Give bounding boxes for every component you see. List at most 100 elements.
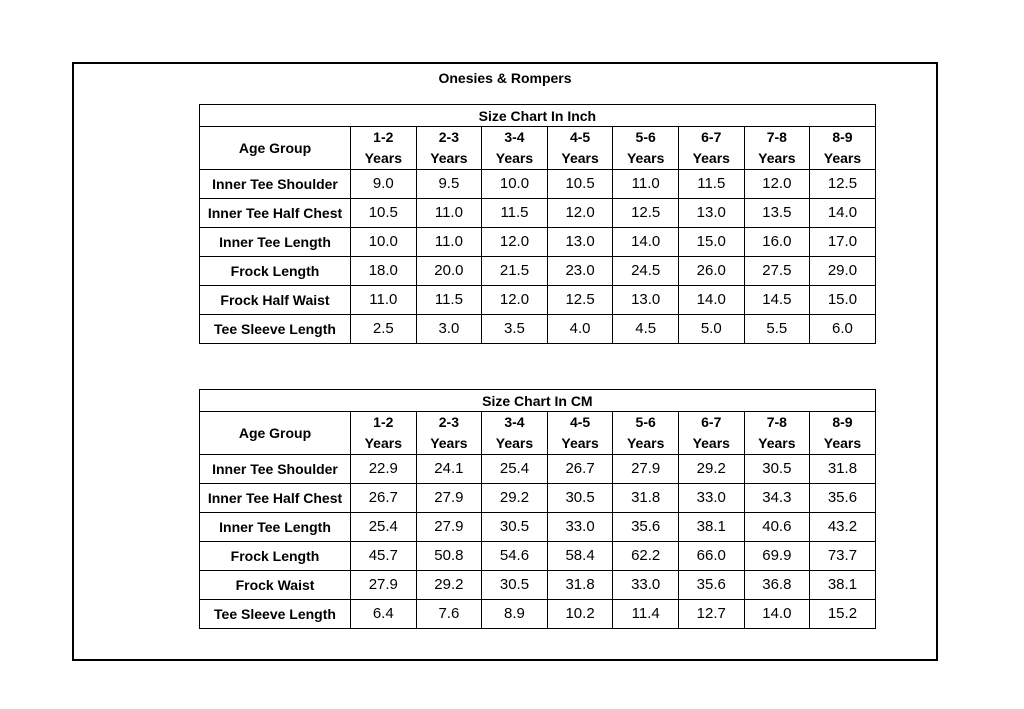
measurement-value: 11.4 <box>612 599 679 629</box>
measurement-value: 11.5 <box>481 198 548 228</box>
age-range: 1-2 <box>373 414 394 430</box>
table-row: Frock Length 45.7 50.8 54.6 58.4 62.2 66.0 69.9… <box>199 541 876 571</box>
age-range: 2-3 <box>438 129 459 145</box>
measurement-value: 15.0 <box>677 227 745 257</box>
size-chart-cm-table: Size Chart In CM Age Group 1-2 Years 2-3 Year… <box>199 389 876 629</box>
measurement-value: 10.0 <box>350 227 417 257</box>
table-row: Inner Tee Half Chest 26.7 27.9 29.2 30.5 31.8… <box>199 483 876 513</box>
age-column-header: 7-8 Years <box>743 411 811 455</box>
age-column-header: 6-7 Years <box>677 126 745 170</box>
measurement-value: 31.8 <box>546 570 614 600</box>
age-range: 3-4 <box>504 414 525 430</box>
measurement-value: 9.5 <box>415 169 483 199</box>
measurement-value: 7.6 <box>415 599 483 629</box>
measurement-value: 16.0 <box>743 227 811 257</box>
measurement-value: 35.6 <box>677 570 745 600</box>
age-range: 8-9 <box>832 414 853 430</box>
measurement-value: 43.2 <box>809 512 876 542</box>
measurement-value: 33.0 <box>677 483 745 513</box>
measurement-value: 23.0 <box>546 256 614 286</box>
age-unit: Years <box>561 150 599 166</box>
measurement-value: 24.1 <box>415 454 483 484</box>
measurement-value: 29.2 <box>415 570 483 600</box>
size-chart-inch-table: Size Chart In Inch Age Group 1-2 Years 2-3 Ye… <box>199 104 876 344</box>
table-caption: Size Chart In CM <box>199 389 876 412</box>
measurement-label: Tee Sleeve Length <box>199 599 351 629</box>
measurement-value: 15.2 <box>809 599 876 629</box>
table-row: Inner Tee Length 10.0 11.0 12.0 13.0 14.0 15.0… <box>199 227 876 257</box>
measurement-value: 30.5 <box>481 512 548 542</box>
age-column-header: 3-4 Years <box>481 411 548 455</box>
measurement-value: 9.0 <box>350 169 417 199</box>
measurement-label: Tee Sleeve Length <box>199 314 351 344</box>
age-range: 7-8 <box>766 129 787 145</box>
measurement-value: 21.5 <box>481 256 548 286</box>
age-unit: Years <box>495 435 534 451</box>
age-unit: Years <box>758 150 796 166</box>
measurement-value: 5.0 <box>677 314 745 344</box>
age-unit: Years <box>430 435 468 451</box>
age-column-header: 8-9 Years <box>809 126 876 170</box>
measurement-value: 66.0 <box>677 541 745 571</box>
table-row: Tee Sleeve Length 6.4 7.6 8.9 10.2 11.4 12.7 14… <box>199 599 876 629</box>
measurement-value: 24.5 <box>612 256 679 286</box>
table-row: Frock Waist 27.9 29.2 30.5 31.8 33.0 35.6 36.8 3… <box>199 570 876 600</box>
age-column-header: 1-2 Years <box>350 126 417 170</box>
measurement-value: 13.0 <box>546 227 614 257</box>
age-unit: Years <box>561 435 599 451</box>
measurement-value: 12.0 <box>546 198 614 228</box>
measurement-value: 12.0 <box>481 227 548 257</box>
measurement-value: 11.0 <box>415 227 483 257</box>
measurement-value: 14.0 <box>809 198 876 228</box>
measurement-value: 3.0 <box>415 314 483 344</box>
age-column-header: 8-9 Years <box>809 411 876 455</box>
measurement-value: 13.0 <box>612 285 679 315</box>
age-unit: Years <box>823 150 862 166</box>
measurement-value: 17.0 <box>809 227 876 257</box>
age-column-header: 2-3 Years <box>415 126 483 170</box>
measurement-label: Inner Tee Half Chest <box>199 483 351 513</box>
age-column-header: 6-7 Years <box>677 411 745 455</box>
measurement-value: 10.2 <box>546 599 614 629</box>
measurement-value: 29.2 <box>677 454 745 484</box>
age-column-header: 5-6 Years <box>612 411 679 455</box>
measurement-value: 33.0 <box>546 512 614 542</box>
measurement-value: 11.5 <box>677 169 745 199</box>
age-column-header: 7-8 Years <box>743 126 811 170</box>
measurement-value: 10.5 <box>546 169 614 199</box>
table-row: Frock Half Waist 11.0 11.5 12.0 12.5 13.0 14.0… <box>199 285 876 315</box>
measurement-value: 6.0 <box>809 314 876 344</box>
measurement-label: Inner Tee Length <box>199 512 351 542</box>
age-column-header: 1-2 Years <box>350 411 417 455</box>
measurement-value: 4.5 <box>612 314 679 344</box>
measurement-label: Frock Length <box>199 256 351 286</box>
measurement-value: 69.9 <box>743 541 811 571</box>
measurement-label: Frock Half Waist <box>199 285 351 315</box>
measurement-value: 26.7 <box>546 454 614 484</box>
measurement-value: 29.0 <box>809 256 876 286</box>
measurement-value: 14.0 <box>743 599 811 629</box>
measurement-value: 2.5 <box>350 314 417 344</box>
measurement-label: Frock Waist <box>199 570 351 600</box>
measurement-value: 30.5 <box>481 570 548 600</box>
measurement-label: Inner Tee Length <box>199 227 351 257</box>
age-range: 6-7 <box>701 129 722 145</box>
age-range: 1-2 <box>373 129 394 145</box>
measurement-value: 27.9 <box>415 483 483 513</box>
age-column-header: 2-3 Years <box>415 411 483 455</box>
table-row: Tee Sleeve Length 2.5 3.0 3.5 4.0 4.5 5.0 5.5 6.… <box>199 314 876 344</box>
measurement-value: 11.0 <box>350 285 417 315</box>
age-range: 5-6 <box>635 414 656 430</box>
table-row: Inner Tee Shoulder 22.9 24.1 25.4 26.7 27.9 29… <box>199 454 876 484</box>
age-unit: Years <box>823 435 862 451</box>
measurement-value: 27.9 <box>415 512 483 542</box>
age-range: 6-7 <box>701 414 722 430</box>
measurement-value: 12.0 <box>481 285 548 315</box>
age-range: 4-5 <box>569 129 591 145</box>
measurement-value: 10.0 <box>481 169 548 199</box>
age-unit: Years <box>692 435 730 451</box>
age-range: 2-3 <box>438 414 459 430</box>
measurement-value: 50.8 <box>415 541 483 571</box>
table-caption-row: Size Chart In CM <box>199 389 876 412</box>
measurement-value: 22.9 <box>350 454 417 484</box>
